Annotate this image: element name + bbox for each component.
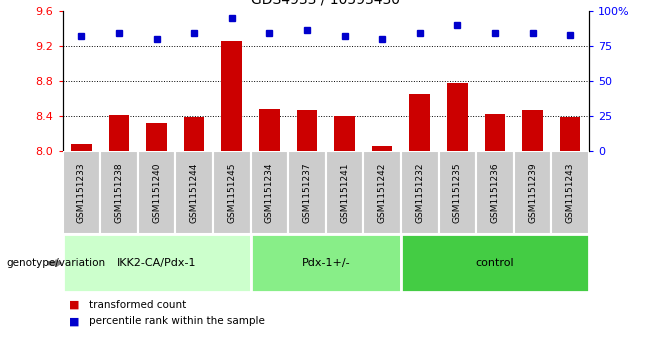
Text: control: control (476, 258, 514, 268)
Text: GSM1151236: GSM1151236 (490, 162, 499, 223)
Bar (326, 151, 363, 234)
Text: GSM1151243: GSM1151243 (566, 162, 574, 223)
Text: GSM1151239: GSM1151239 (528, 162, 537, 223)
Text: genotype/variation: genotype/variation (7, 258, 106, 268)
Text: GSM1151242: GSM1151242 (378, 162, 387, 223)
Bar (100, 151, 138, 234)
Bar (175, 151, 213, 234)
Bar (251, 151, 288, 234)
Text: GSM1151241: GSM1151241 (340, 162, 349, 223)
Bar (363, 151, 401, 234)
Text: ■: ■ (69, 300, 80, 310)
Bar (71, 144, 91, 151)
Bar (288, 151, 326, 234)
Text: GSM1151232: GSM1151232 (415, 162, 424, 223)
Bar (184, 117, 205, 151)
Bar (409, 94, 430, 151)
Bar (63, 234, 251, 292)
Text: percentile rank within the sample: percentile rank within the sample (89, 316, 265, 326)
Bar (221, 41, 242, 151)
Text: GSM1151233: GSM1151233 (77, 162, 86, 223)
Bar (109, 115, 129, 151)
Bar (63, 151, 100, 234)
Text: GSM1151234: GSM1151234 (265, 162, 274, 223)
Text: GSM1151235: GSM1151235 (453, 162, 462, 223)
Bar (522, 110, 543, 151)
Bar (213, 151, 251, 234)
Text: transformed count: transformed count (89, 300, 186, 310)
Bar (138, 151, 175, 234)
Text: Pdx-1+/-: Pdx-1+/- (301, 258, 350, 268)
Bar (476, 151, 514, 234)
Bar (514, 151, 551, 234)
Bar (551, 151, 589, 234)
Bar (401, 151, 438, 234)
Bar (251, 234, 401, 292)
Text: GSM1151237: GSM1151237 (303, 162, 311, 223)
Bar (297, 110, 317, 151)
Text: GSM1151244: GSM1151244 (190, 162, 199, 223)
Bar (401, 234, 589, 292)
Bar (484, 114, 505, 151)
Text: IKK2-CA/Pdx-1: IKK2-CA/Pdx-1 (116, 258, 196, 268)
Text: GSM1151245: GSM1151245 (227, 162, 236, 223)
Bar (438, 151, 476, 234)
Bar (146, 123, 167, 151)
Title: GDS4933 / 10593430: GDS4933 / 10593430 (251, 0, 400, 7)
Bar (447, 82, 468, 151)
Bar (334, 116, 355, 151)
Bar (259, 109, 280, 151)
Text: GSM1151240: GSM1151240 (152, 162, 161, 223)
Text: ■: ■ (69, 316, 80, 326)
Bar (560, 118, 580, 151)
Text: GSM1151238: GSM1151238 (114, 162, 124, 223)
Bar (372, 146, 392, 151)
